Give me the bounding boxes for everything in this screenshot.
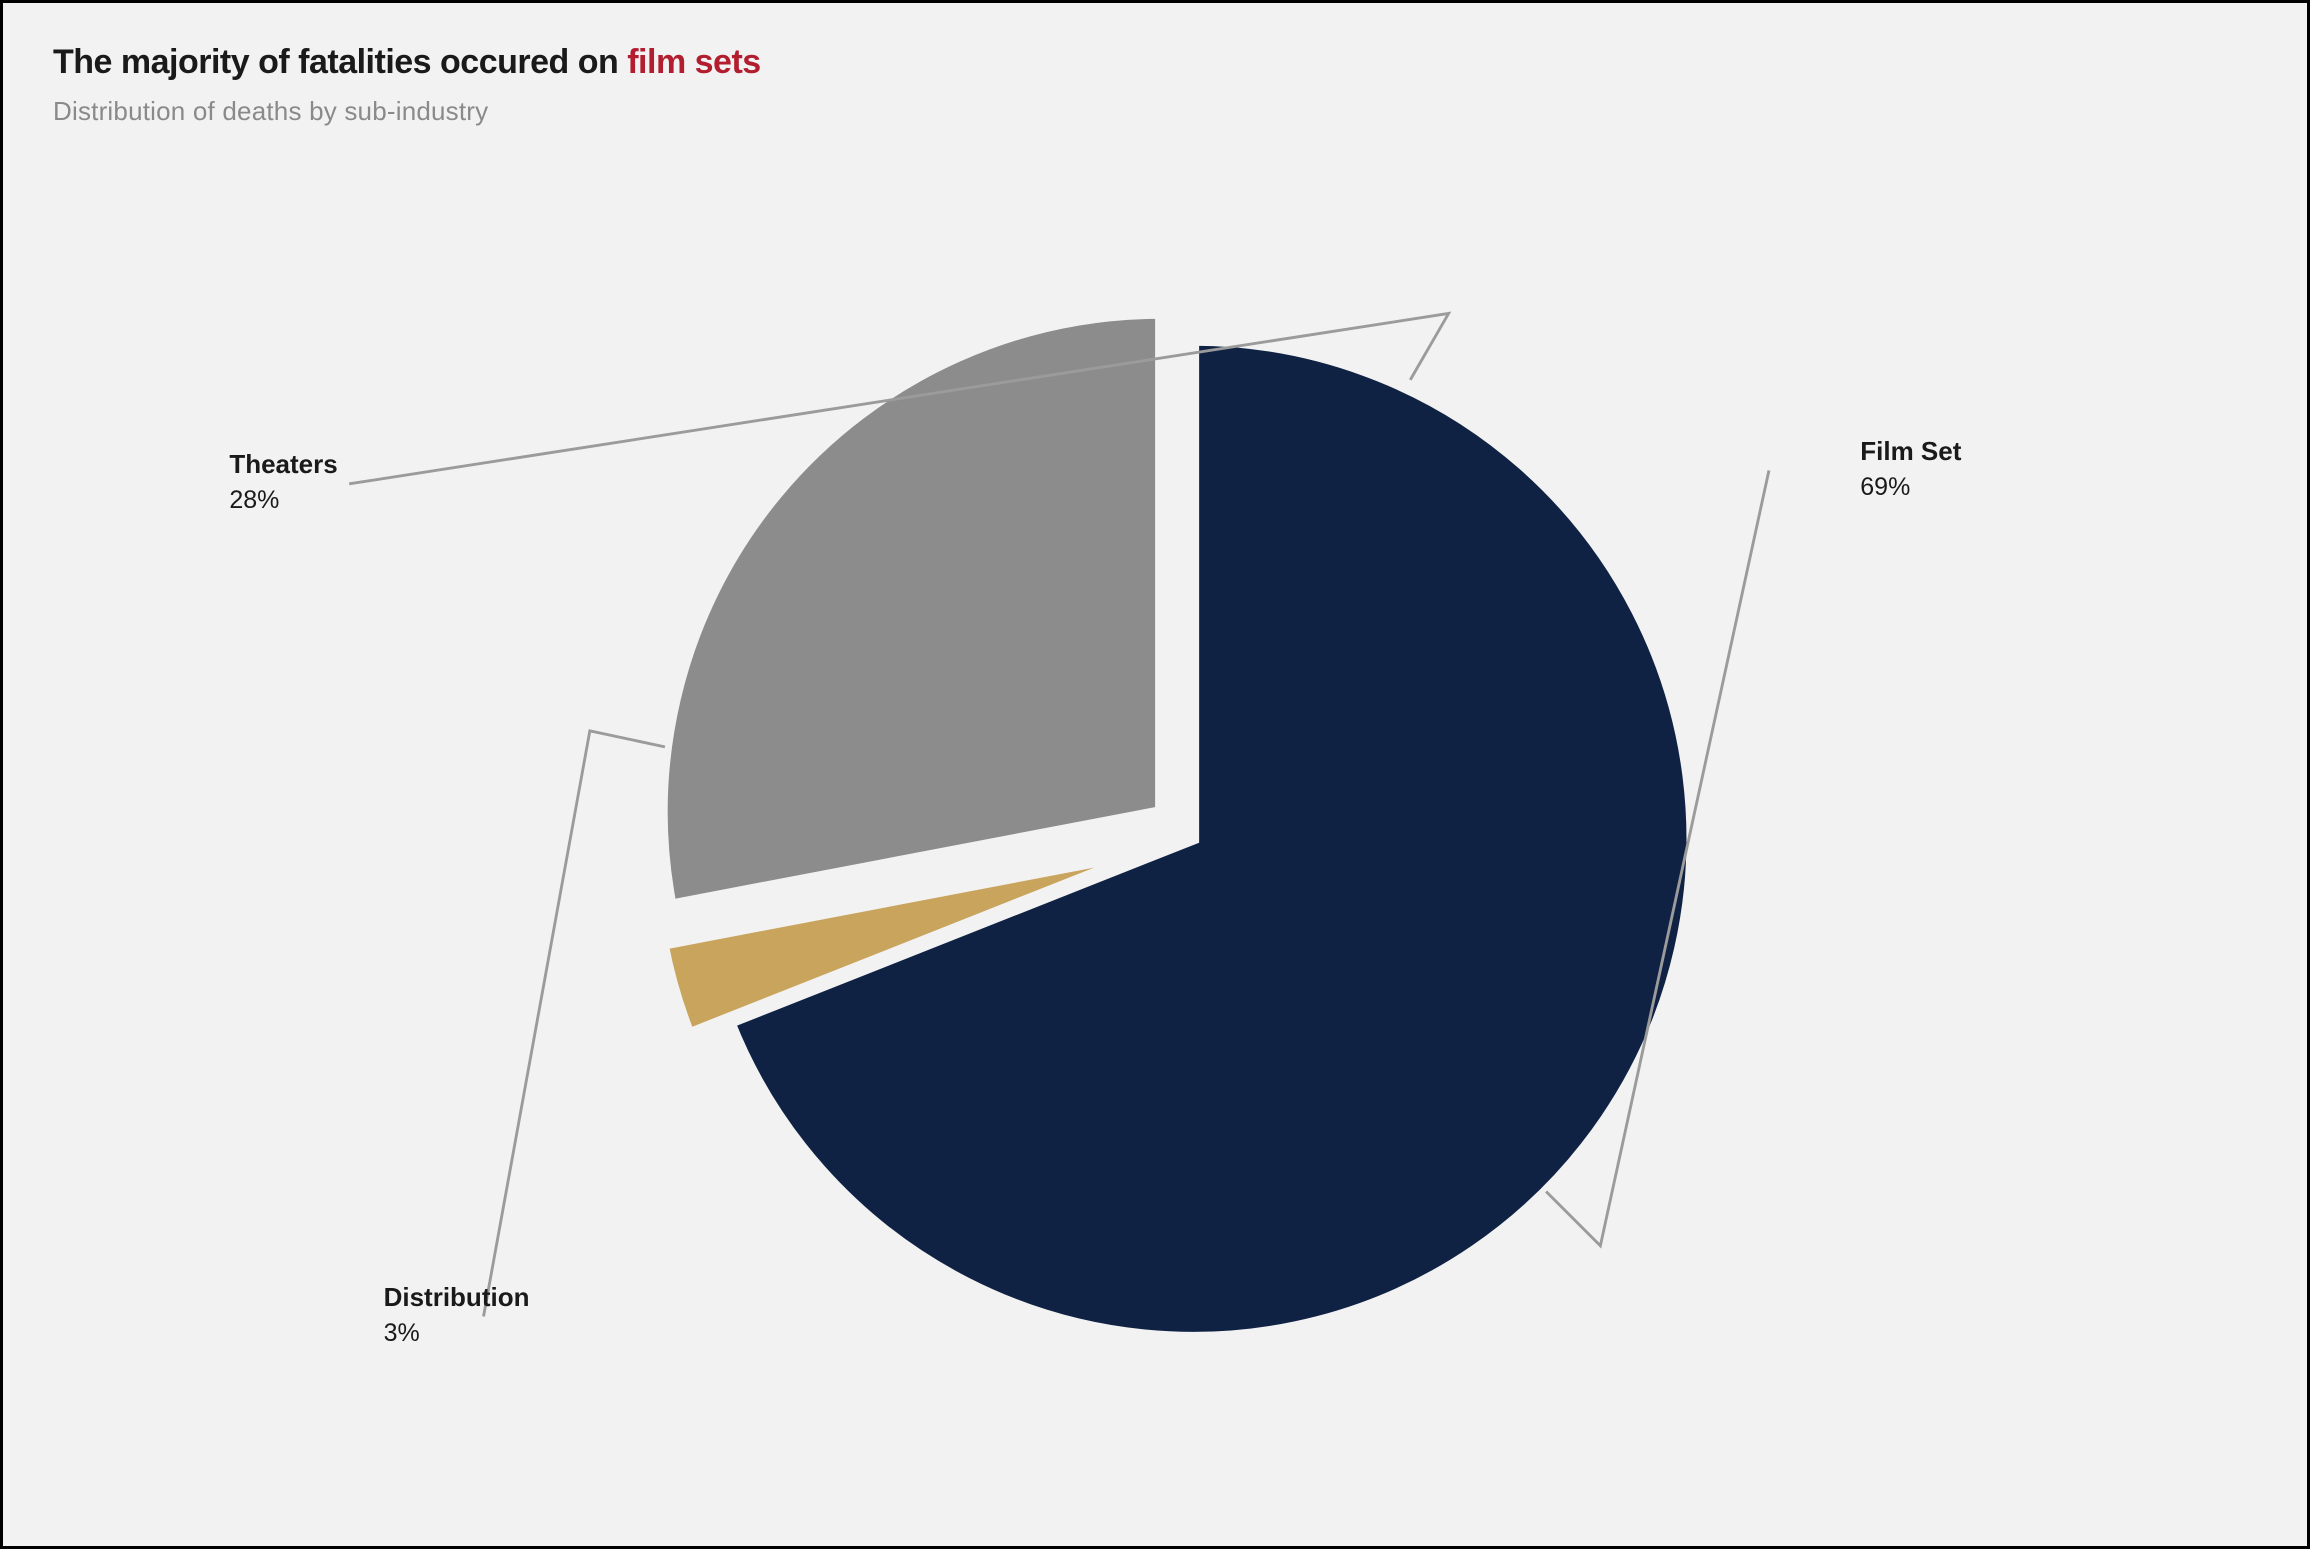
chart-subtitle: Distribution of deaths by sub-industry [53,96,2257,127]
slice-label-value: 28% [229,486,337,515]
slice-label-value: 3% [384,1319,530,1348]
title-accent: film sets [627,43,760,81]
pie-slice [662,313,1161,905]
chart-title: The majority of fatalities occured on fi… [53,43,2257,82]
slice-label: Distribution 3% [384,1282,530,1348]
header: The majority of fatalities occured on fi… [53,43,2257,127]
slice-label-name: Theaters [229,449,337,480]
slice-label-name: Film Set [1860,436,1961,467]
slice-label: Theaters 28% [229,449,337,515]
pie-chart: Film Set 69% Distribution 3% Theaters 28% [53,127,2257,1470]
title-prefix: The majority of fatalities occured on [53,43,627,81]
leader-line [484,731,665,1317]
slice-label-name: Distribution [384,1282,530,1313]
pie-svg [53,127,2257,1470]
slice-label: Film Set 69% [1860,436,1961,502]
chart-frame: The majority of fatalities occured on fi… [0,0,2310,1549]
slice-label-value: 69% [1860,473,1961,502]
